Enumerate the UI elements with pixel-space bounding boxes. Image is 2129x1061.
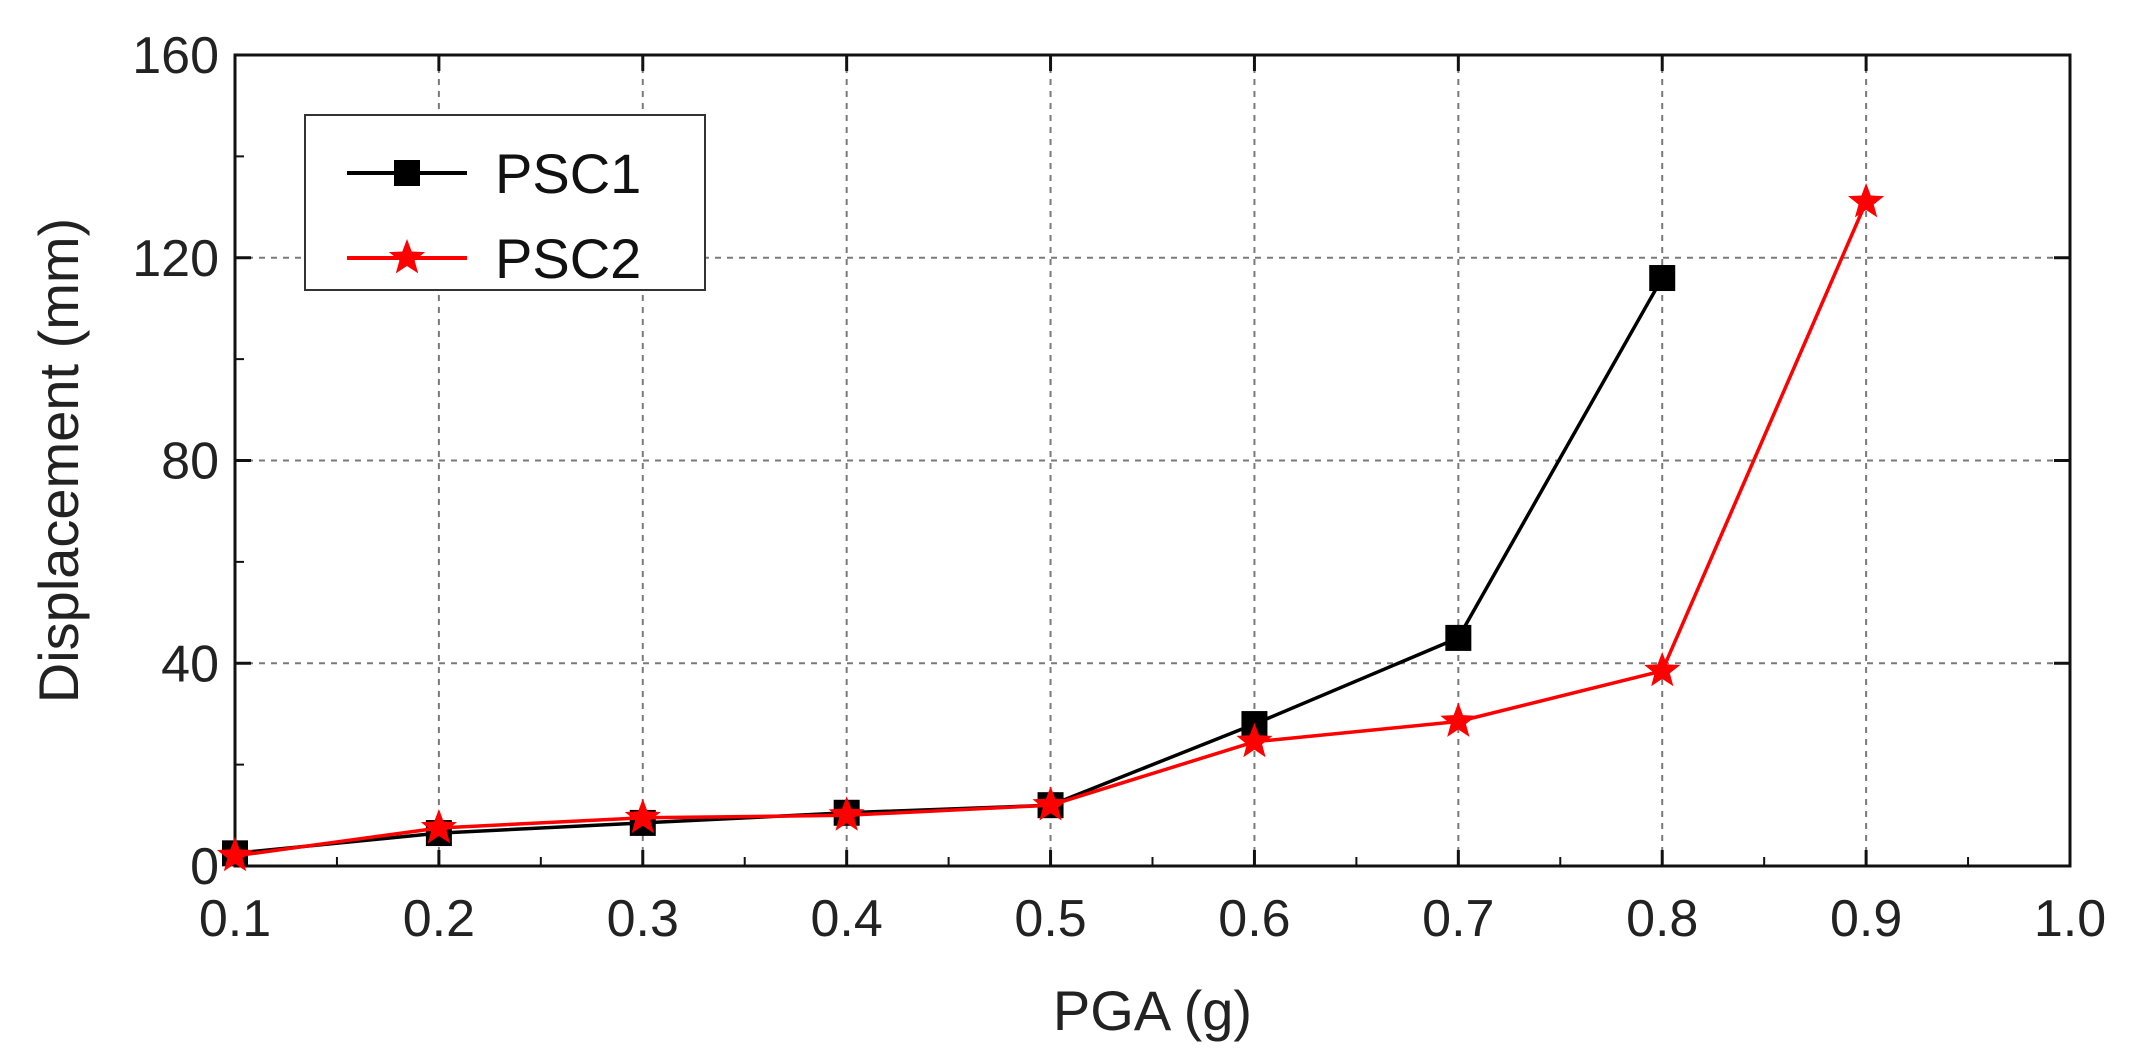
y-tick-label: 80 — [161, 433, 219, 491]
x-tick-label: 0.7 — [1422, 890, 1494, 948]
y-tick-label: 160 — [132, 27, 219, 85]
y-tick-label: 40 — [161, 635, 219, 693]
x-tick-label: 0.5 — [1014, 890, 1086, 948]
series-psc2 — [216, 183, 1885, 872]
y-tick-label: 120 — [132, 230, 219, 288]
x-tick-label: 0.3 — [607, 890, 679, 948]
data-point — [420, 809, 457, 844]
legend-label: PSC1 — [495, 142, 641, 205]
data-point — [624, 798, 661, 834]
x-tick-label: 1.0 — [2034, 890, 2106, 948]
series-line — [234, 277, 1664, 856]
series-psc1 — [222, 265, 1676, 867]
y-tick-label: 0 — [190, 838, 219, 896]
y-axis-title: Displacement (mm) — [27, 218, 90, 703]
data-point — [1236, 722, 1273, 758]
x-tick-label: 0.1 — [199, 890, 271, 948]
data-point — [216, 836, 254, 872]
axis-ticks: 0.1 0.2 0.3 0.4 0.5 0.6 0.7 0.8 0.9 1.0 0 40 80 120 16… — [132, 27, 2106, 948]
data-point — [828, 796, 865, 831]
legend-marker — [394, 160, 420, 186]
x-axis-title: PGA (g) — [1053, 979, 1252, 1042]
x-tick-label: 0.8 — [1626, 890, 1698, 948]
x-tick-label: 0.6 — [1218, 890, 1290, 948]
data-point — [1649, 265, 1676, 292]
legend-label: PSC2 — [495, 227, 641, 290]
data-point — [1848, 183, 1885, 218]
data-point — [1440, 702, 1477, 737]
series-layer — [216, 183, 1885, 872]
x-tick-label: 0.2 — [403, 890, 475, 948]
data-point — [1644, 651, 1681, 687]
legend: PSC1 PSC2 — [304, 114, 706, 291]
data-point — [1032, 786, 1069, 821]
legend-box — [304, 114, 706, 291]
x-tick-label: 0.4 — [811, 890, 883, 948]
data-point — [1445, 624, 1472, 651]
legend-marker — [388, 239, 426, 274]
x-tick-label: 0.9 — [1830, 890, 1902, 948]
